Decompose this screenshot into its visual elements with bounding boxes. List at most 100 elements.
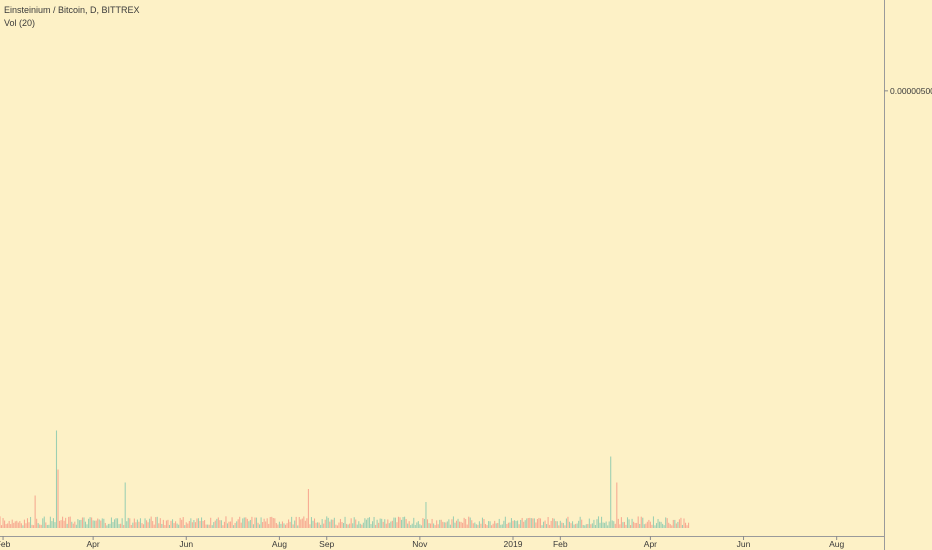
volume-bar [294,520,296,528]
volume-bar [36,518,38,528]
volume-bar [681,524,684,528]
volume-bar [454,522,456,528]
volume-bar [488,521,490,528]
volume-bar [399,517,401,528]
volume-bar [512,520,514,528]
volume-bar [52,518,54,528]
volume-bar [419,524,421,528]
volume-bar [477,524,479,528]
volume-bar [404,516,406,528]
volume-bar [442,521,444,528]
volume-bar [645,523,647,528]
volume-bar [243,517,245,528]
volume-bar [521,517,523,528]
volume-bar [171,519,174,528]
time-tick-label: 2019 [504,539,523,549]
volume-bar [524,520,526,528]
volume-bar [59,520,61,528]
volume-bar [237,519,239,528]
volume-bar [443,522,445,528]
volume-bar [581,519,583,528]
volume-bar [501,524,503,528]
volume-bar [686,525,688,528]
volume-bar [550,520,552,528]
volume-bar [310,517,312,528]
volume-indicator-label[interactable]: Vol (20) [4,18,36,28]
volume-bar [671,525,673,528]
volume-bar [468,516,470,528]
volume-bar [130,525,132,528]
volume-bar [266,518,268,528]
volume-bar [649,521,651,528]
volume-bar [20,523,22,528]
volume-bar [562,522,564,528]
volume-bar [107,523,109,528]
volume-bar [483,519,485,528]
volume-bar [346,523,348,528]
volume-bar [129,518,131,528]
volume-bar [152,521,154,528]
volume-bar [463,517,465,528]
volume-bar [68,516,70,528]
volume-bar [352,523,354,528]
volume-bar [619,524,621,528]
volume-bar [542,521,545,528]
volume-bar [509,522,511,528]
volume-bar [252,524,254,528]
volume-bar [657,518,659,528]
volume-bar [384,519,386,528]
volume-bar [349,523,351,528]
volume-bar [170,520,172,528]
volume-bar [65,517,67,528]
volume-bar [489,521,491,528]
volume-bar [286,523,288,528]
volume-bar [69,516,71,528]
volume-bar [272,518,274,528]
volume-bar [54,522,56,528]
volume-bar [338,522,340,528]
volume-bar [498,518,500,528]
volume-bar [60,520,62,528]
volume-bar [391,520,393,528]
volume-bar [139,518,141,528]
volume-bar [213,522,215,528]
volume-bar [144,518,146,528]
volume-bar [191,522,193,528]
volume-bar [327,517,329,528]
volume-bar [165,520,167,528]
volume-bar [2,518,4,528]
volume-bar [265,521,267,528]
volume-bar [123,524,125,528]
volume-bar [613,521,615,528]
volume-bar [269,516,271,528]
volume-bar [317,522,319,528]
volume-bar [234,522,236,528]
volume-bar [25,523,27,528]
volume-bar [474,522,476,528]
volume-bar [596,519,598,528]
volume-bar [637,516,639,528]
volume-bar [4,520,6,528]
volume-bar [330,519,332,528]
volume-bar [84,521,87,528]
volume-bar [211,525,213,528]
volume-bar [205,524,207,528]
volume-bar [240,522,242,528]
volume-bar [126,521,128,528]
volume-bar [28,522,30,528]
volume-bar [263,518,265,528]
volume-bar [385,523,387,528]
volume-bar [575,523,577,528]
volume-bar [233,525,235,528]
volume-bar [365,519,367,528]
volume-bar [210,517,212,528]
volume-bar [153,524,155,528]
volume-bar [401,519,403,528]
volume-bar [636,522,638,528]
volume-bar [640,516,642,528]
volume-bar [578,520,580,528]
volume-bar [481,517,483,528]
volume-bar [190,518,192,528]
volume-bar [147,522,149,528]
